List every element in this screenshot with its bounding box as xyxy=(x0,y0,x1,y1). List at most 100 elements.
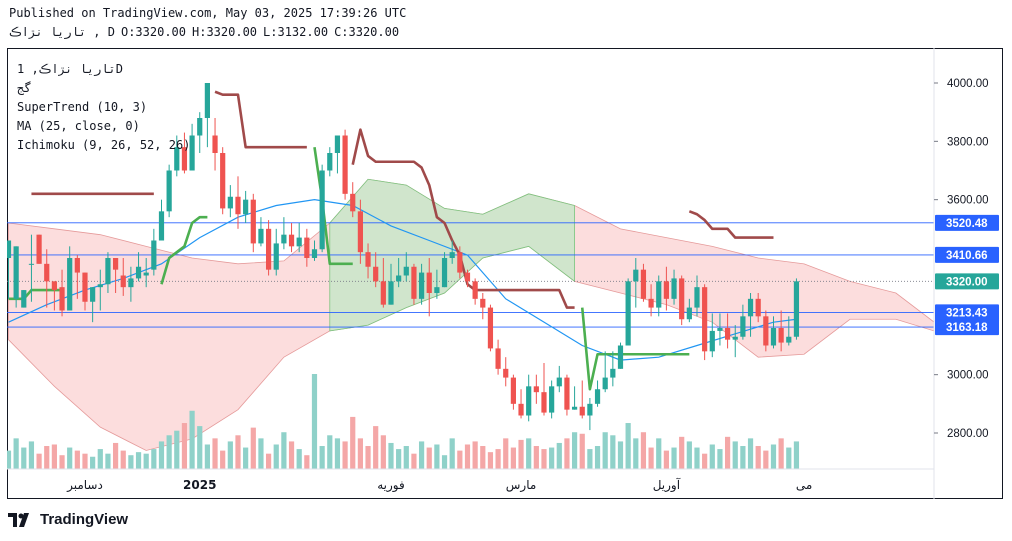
volume-bar xyxy=(220,450,226,469)
candle-body xyxy=(258,228,264,244)
candle-body xyxy=(464,272,471,282)
volume-bar xyxy=(13,438,19,469)
x-tick-label: آوریل xyxy=(653,477,681,493)
candle-body xyxy=(296,237,302,247)
price-label-text: 3520.48 xyxy=(946,218,988,230)
volume-bar xyxy=(587,449,593,469)
volume-bar xyxy=(549,447,555,469)
volume-bar xyxy=(617,441,624,469)
volume-bar xyxy=(273,444,279,469)
volume-bar xyxy=(365,446,371,469)
candle-body xyxy=(189,135,195,171)
candle-body xyxy=(342,135,348,194)
price-label-text: 3410.66 xyxy=(946,250,988,262)
candle-body xyxy=(770,328,777,346)
candle-body xyxy=(487,307,494,349)
candle-body xyxy=(441,258,448,288)
volume-bar xyxy=(319,446,325,469)
volume-bar xyxy=(740,446,746,469)
volume-bar xyxy=(197,426,203,469)
price-label-text: 3163.18 xyxy=(946,322,988,334)
candle-body xyxy=(51,281,57,291)
candle-body xyxy=(533,386,539,393)
volume-bar xyxy=(74,450,80,469)
candle-body xyxy=(625,281,631,346)
y-tick-label: 4000.00 xyxy=(947,78,989,90)
price-label-box xyxy=(935,304,999,321)
price-label-box xyxy=(935,319,999,336)
volume-bar xyxy=(82,453,88,469)
price-chart[interactable]: 4000.00 3800.00 3600.00 3000.00 2800.00 3520.… xyxy=(7,48,1003,499)
volume-bar xyxy=(112,442,119,469)
volume-bar xyxy=(717,449,723,469)
volume-bar xyxy=(36,453,42,469)
volume-bar xyxy=(663,450,669,469)
x-tick-label: مارس xyxy=(506,478,537,493)
volume-bar xyxy=(724,436,731,469)
legend-ichimoku[interactable]: Ichimoku (9, 26, 52, 26) xyxy=(17,138,191,152)
indicator-legend: تاريا نڗاڪ, 1D گج SuperTrend (10, 3) MA … xyxy=(17,60,190,155)
volume-bar xyxy=(793,441,800,469)
candle-body xyxy=(747,298,754,317)
candle-body xyxy=(648,298,654,308)
supertrend-line xyxy=(160,215,208,285)
price-label-box xyxy=(935,246,999,263)
ohlc-close: C:3320.00 xyxy=(334,25,400,39)
legend-supertrend[interactable]: SuperTrend (10, 3) xyxy=(17,100,148,114)
volume-bar xyxy=(380,435,386,469)
candle-body xyxy=(702,287,708,352)
candle-body xyxy=(28,263,35,265)
volume-bar xyxy=(334,438,341,469)
candle-body xyxy=(357,211,363,253)
candle-body xyxy=(763,316,769,346)
candle-body xyxy=(610,368,616,378)
price-label-box xyxy=(935,214,999,231)
candle-body xyxy=(694,287,700,308)
volume-bar xyxy=(189,410,195,469)
y-tick-label: 3600.00 xyxy=(947,195,989,207)
candle-body xyxy=(388,281,394,305)
candle-body xyxy=(227,196,233,209)
volume-bar xyxy=(640,432,647,469)
ma-line xyxy=(8,199,797,361)
candle-body xyxy=(59,287,65,311)
volume-bar xyxy=(373,426,379,469)
candle-body xyxy=(755,298,761,317)
candle-body xyxy=(778,328,784,343)
tradingview-brand[interactable]: TradingView xyxy=(8,511,128,528)
candle-body xyxy=(197,118,203,136)
volume-bar xyxy=(686,441,692,469)
candle-body xyxy=(564,377,570,410)
legend-ma[interactable]: MA (25, close, 0) xyxy=(17,119,140,133)
candle-body xyxy=(740,316,746,337)
volume-bar xyxy=(166,435,172,469)
supertrend-line xyxy=(580,307,690,391)
volume-bar xyxy=(90,456,96,469)
candle-body xyxy=(365,252,371,267)
candle-body xyxy=(663,281,669,299)
brand-text: TradingView xyxy=(40,511,129,528)
volume-bar xyxy=(327,435,333,469)
candle-body xyxy=(265,228,272,270)
candle-body xyxy=(418,272,425,299)
candle-body xyxy=(288,234,295,247)
volume-bar xyxy=(105,453,111,469)
candle-body xyxy=(732,336,738,340)
candle-body xyxy=(656,281,662,308)
candle-body xyxy=(327,153,333,171)
candle-body xyxy=(617,345,624,369)
volume-bar xyxy=(709,444,715,469)
candle-body xyxy=(640,269,647,299)
y-tick-label: 3800.00 xyxy=(947,136,989,148)
volume-bar xyxy=(342,441,348,469)
volume-bar xyxy=(702,453,708,469)
candle-body xyxy=(143,272,149,276)
volume-bar xyxy=(518,439,524,469)
volume-bar xyxy=(158,441,165,469)
candle-body xyxy=(204,83,210,118)
candle-body xyxy=(128,278,134,288)
candle-body xyxy=(7,240,12,258)
candle-body xyxy=(319,170,325,250)
y-tick-label: 2800.00 xyxy=(947,428,989,440)
candle-body xyxy=(67,258,73,311)
